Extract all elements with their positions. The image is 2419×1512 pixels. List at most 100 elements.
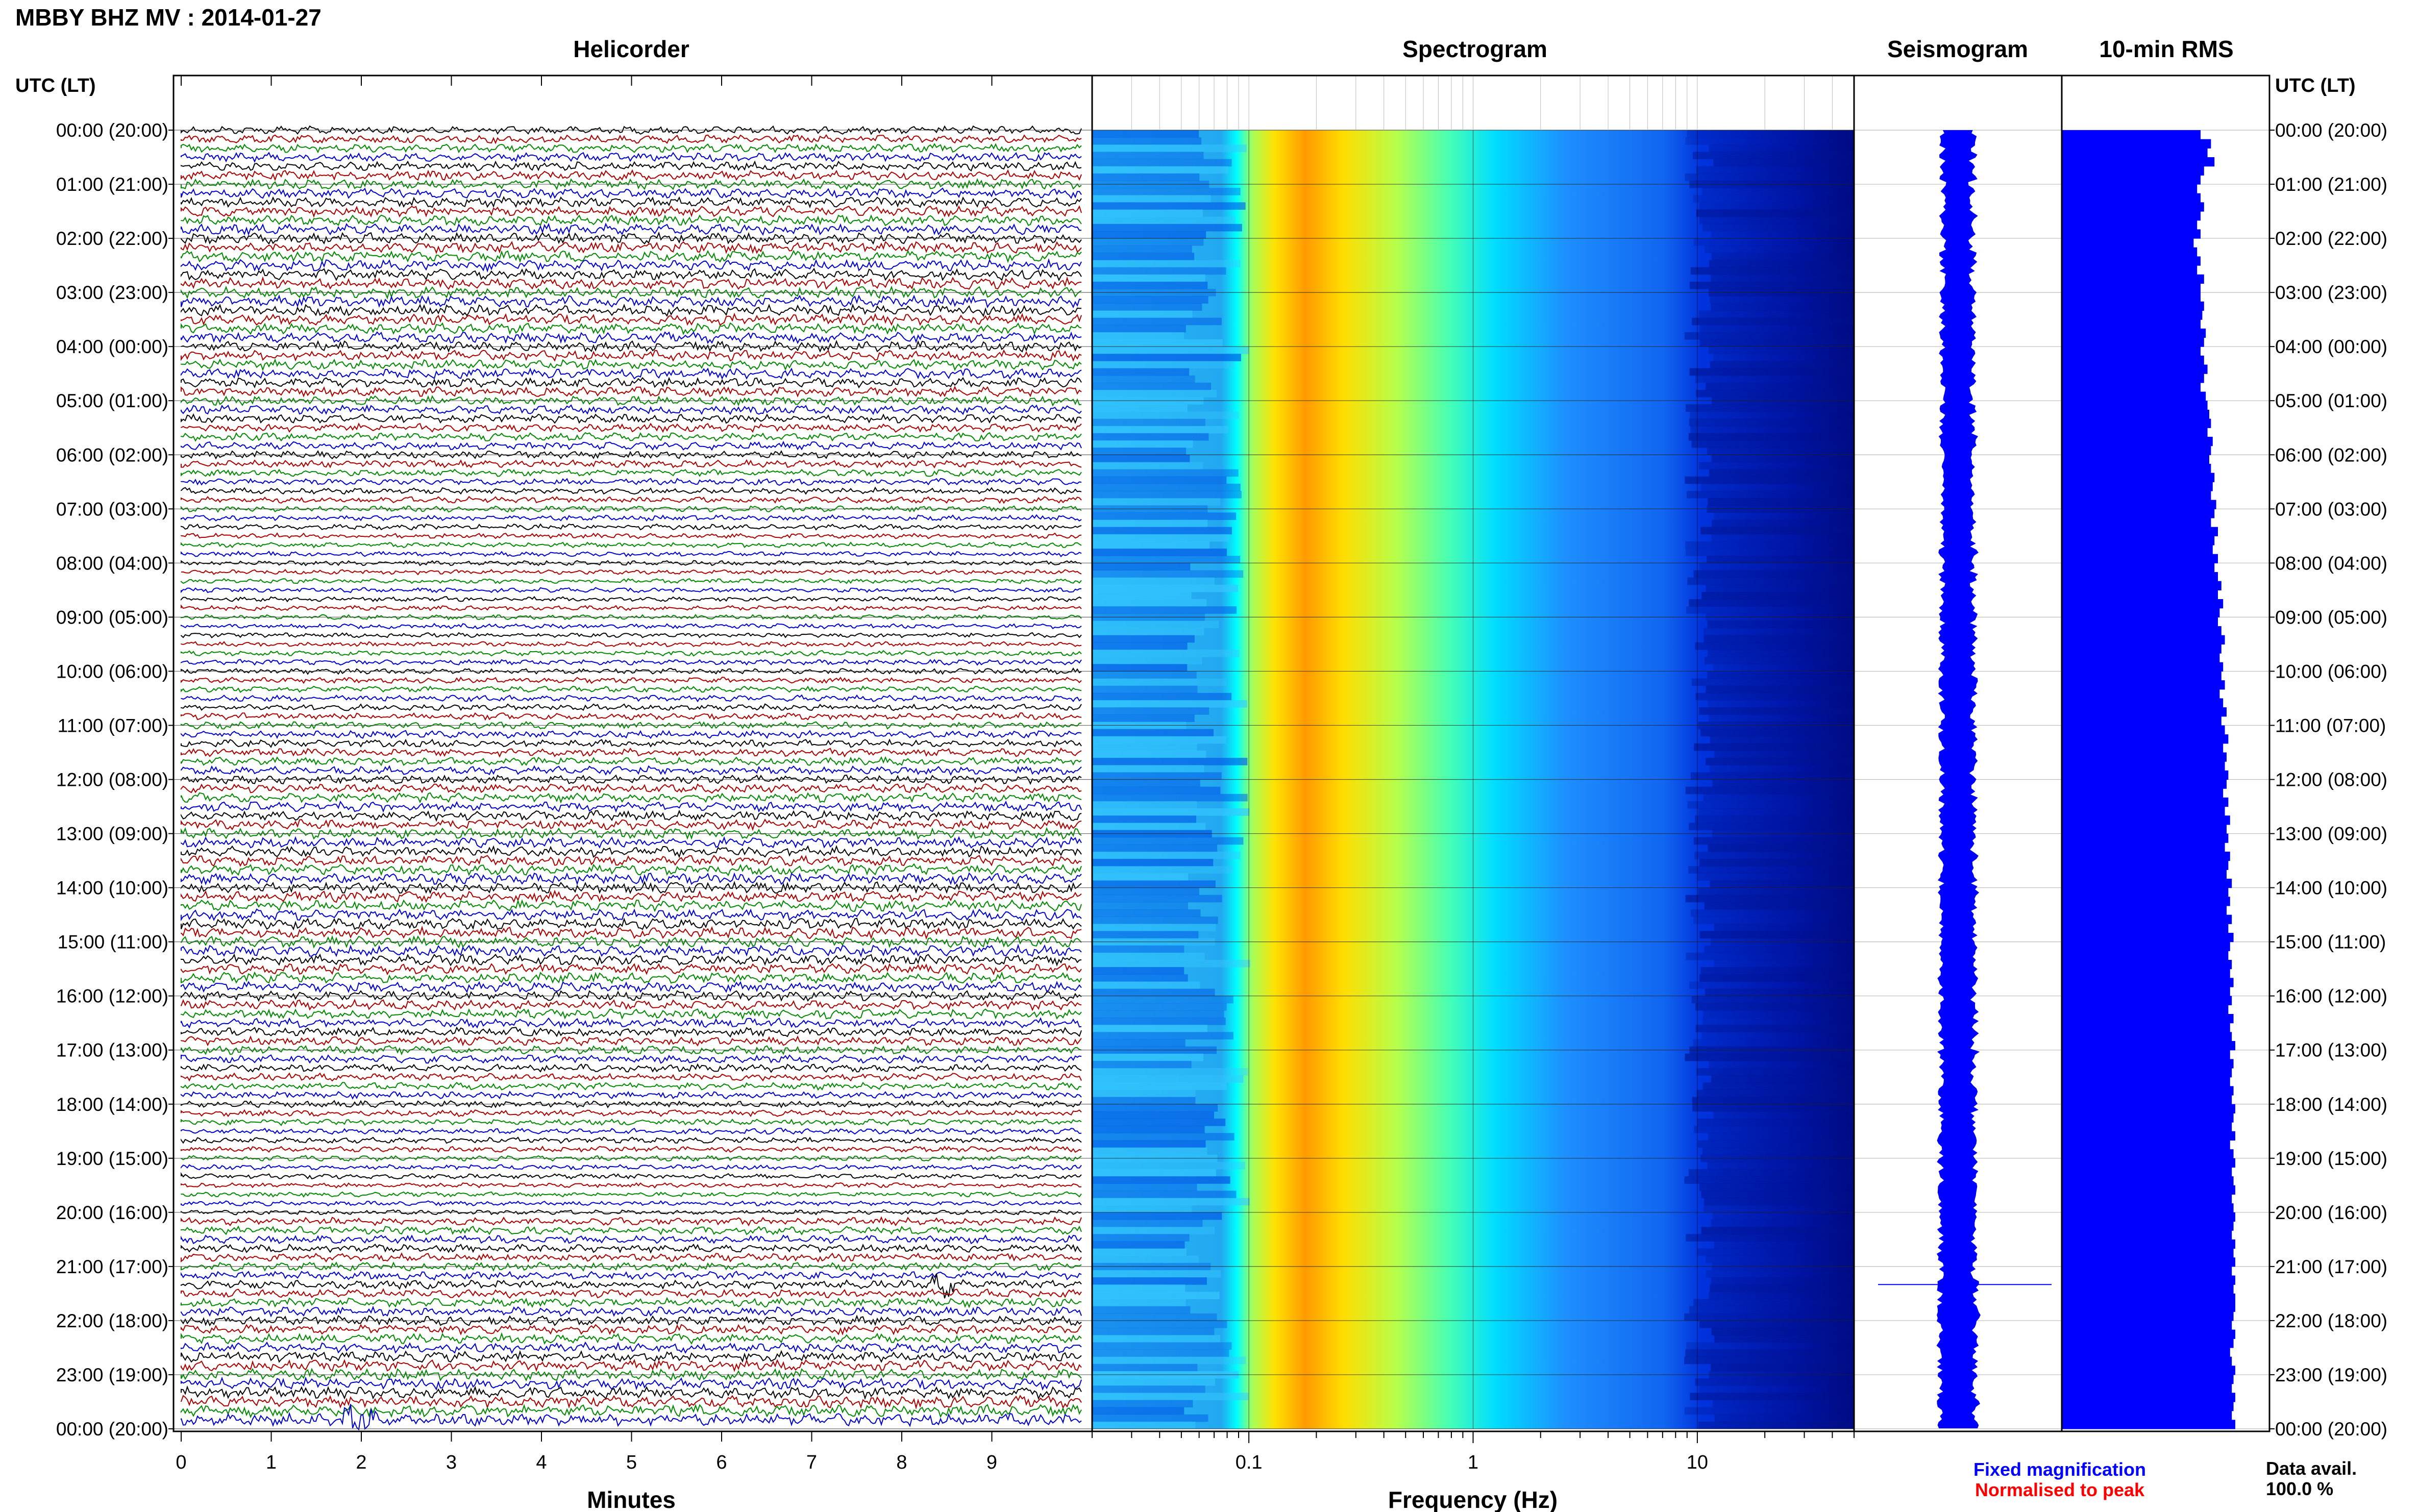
spectrogram-low-band bbox=[1092, 1335, 1221, 1343]
spectrogram-high-band bbox=[1698, 202, 1869, 210]
spectrogram-high-band bbox=[1702, 1147, 1872, 1155]
helicorder-trace bbox=[181, 1109, 1082, 1118]
rms-bar bbox=[2062, 1248, 2234, 1258]
rms-bar bbox=[2062, 986, 2230, 997]
spectrogram-high-band bbox=[1696, 1068, 1867, 1076]
spectrogram-high-band bbox=[1685, 476, 1855, 484]
helicorder-trace bbox=[181, 1395, 1082, 1410]
helicorder-trace bbox=[181, 765, 1082, 776]
spectrogram-high-band bbox=[1691, 440, 1862, 448]
rms-bar bbox=[2062, 860, 2229, 870]
spectrogram-low-band bbox=[1092, 195, 1211, 203]
spectrogram-high-band bbox=[1711, 1219, 1881, 1227]
helicorder-trace bbox=[181, 1252, 1082, 1263]
spectrogram-low-band bbox=[1092, 440, 1193, 448]
spectrogram-high-band bbox=[1711, 1328, 1882, 1335]
rms-panel bbox=[2061, 75, 2270, 1432]
rms-bar bbox=[2062, 924, 2229, 933]
spectrogram-low-band bbox=[1092, 996, 1233, 1004]
spectrogram-low-band bbox=[1092, 599, 1207, 607]
spectrogram-high-band bbox=[1707, 556, 1877, 563]
spectrogram-high-band bbox=[1686, 952, 1856, 960]
spectrogram-low-band bbox=[1092, 1053, 1203, 1061]
spectrogram-low-band bbox=[1092, 1385, 1205, 1393]
rms-bar bbox=[2062, 806, 2225, 816]
rms-bar bbox=[2062, 1005, 2229, 1014]
rms-bar bbox=[2062, 1383, 2232, 1393]
spectrogram-high-band bbox=[1690, 426, 1861, 434]
rms-bar bbox=[2062, 770, 2229, 780]
rms-bar bbox=[2062, 1140, 2230, 1150]
spectrogram-high-band bbox=[1698, 462, 1869, 470]
spectrogram-high-band bbox=[1696, 390, 1866, 398]
helicorder-trace bbox=[181, 559, 1082, 566]
spectrogram-low-band bbox=[1092, 981, 1200, 989]
rms-bar bbox=[2062, 626, 2221, 636]
spectrogram-high-band bbox=[1699, 707, 1869, 715]
spectrogram-low-band bbox=[1092, 556, 1241, 563]
helicorder-trace bbox=[181, 925, 1082, 940]
spectrogram-low-band bbox=[1092, 541, 1210, 549]
spectrogram-high-band bbox=[1686, 606, 1857, 614]
spectrogram-low-band bbox=[1092, 952, 1205, 960]
rms-bar bbox=[2062, 788, 2224, 798]
spectrogram-high-band bbox=[1707, 671, 1878, 679]
rms-bar bbox=[2062, 815, 2230, 825]
rms-bar bbox=[2062, 833, 2229, 843]
spectrogram-low-band bbox=[1092, 765, 1204, 773]
time-label-left: 18:00 (14:00) bbox=[56, 1094, 168, 1115]
rms-bar bbox=[2062, 1393, 2235, 1402]
spectrogram-high-band bbox=[1702, 224, 1872, 232]
spectrogram-high-band bbox=[1690, 772, 1861, 780]
spectrogram-low-band bbox=[1092, 1407, 1184, 1415]
spectrogram-low-band bbox=[1092, 1126, 1205, 1133]
rms-bar bbox=[2062, 175, 2201, 185]
helicorder-trace bbox=[181, 623, 1082, 630]
spectrogram-high-band bbox=[1696, 166, 1866, 174]
rms-bar bbox=[2062, 184, 2198, 194]
rms-bar bbox=[2062, 337, 2204, 347]
spectrogram-high-band bbox=[1697, 873, 1867, 881]
rms-bar bbox=[2062, 1167, 2232, 1177]
helicorder-trace bbox=[181, 1368, 1082, 1382]
spectrogram-high-band bbox=[1695, 692, 1866, 701]
spectrogram-high-band bbox=[1691, 678, 1862, 686]
time-label-right: 06:00 (02:00) bbox=[2275, 444, 2387, 465]
spectrogram-high-band bbox=[1685, 895, 1856, 903]
spectrogram-low-band bbox=[1092, 714, 1195, 722]
rms-bar bbox=[2062, 599, 2224, 609]
spectrogram-high-band bbox=[1693, 837, 1864, 845]
spectrogram-high-band bbox=[1694, 1126, 1864, 1133]
spectrogram-high-band bbox=[1714, 924, 1884, 931]
spectrogram-high-band bbox=[1697, 1140, 1868, 1148]
spectrogram-high-band bbox=[1709, 144, 1879, 152]
spectrogram-low-band bbox=[1092, 354, 1241, 361]
spectrogram-low-band bbox=[1092, 1328, 1215, 1335]
spectrogram-high-band bbox=[1710, 1284, 1880, 1292]
spectrogram-high-band bbox=[1693, 195, 1863, 203]
spectrogram-low-band bbox=[1092, 887, 1199, 896]
helicorder-trace bbox=[181, 1191, 1082, 1198]
time-label-right: 11:00 (07:00) bbox=[2275, 715, 2386, 736]
rms-bar bbox=[2062, 544, 2213, 555]
helicorder-trace bbox=[181, 694, 1082, 703]
spectrogram-low-band bbox=[1092, 404, 1188, 412]
spectrogram-high-band bbox=[1714, 750, 1885, 758]
time-label-right: 01:00 (21:00) bbox=[2275, 174, 2387, 195]
spectrogram-high-band bbox=[1699, 859, 1870, 866]
spectrogram-high-band bbox=[1709, 260, 1879, 268]
spectrogram-high-band bbox=[1708, 844, 1878, 852]
spectrogram-high-band bbox=[1701, 1032, 1872, 1039]
helicorder-trace bbox=[181, 774, 1082, 785]
spectrogram-high-band bbox=[1686, 1234, 1856, 1242]
spectrogram-high-band bbox=[1702, 188, 1872, 195]
helicorder-trace bbox=[181, 178, 1082, 190]
rms-bar bbox=[2062, 1230, 2232, 1240]
spectrogram-low-band bbox=[1092, 729, 1214, 737]
spectrogram-low-band bbox=[1092, 685, 1198, 693]
rms-bar bbox=[2062, 878, 2232, 888]
spectrogram-high-band bbox=[1711, 519, 1882, 528]
helicorder-trace bbox=[181, 532, 1082, 539]
helicorder-trace bbox=[181, 1234, 1082, 1245]
helicorder-trace bbox=[181, 1273, 1082, 1299]
